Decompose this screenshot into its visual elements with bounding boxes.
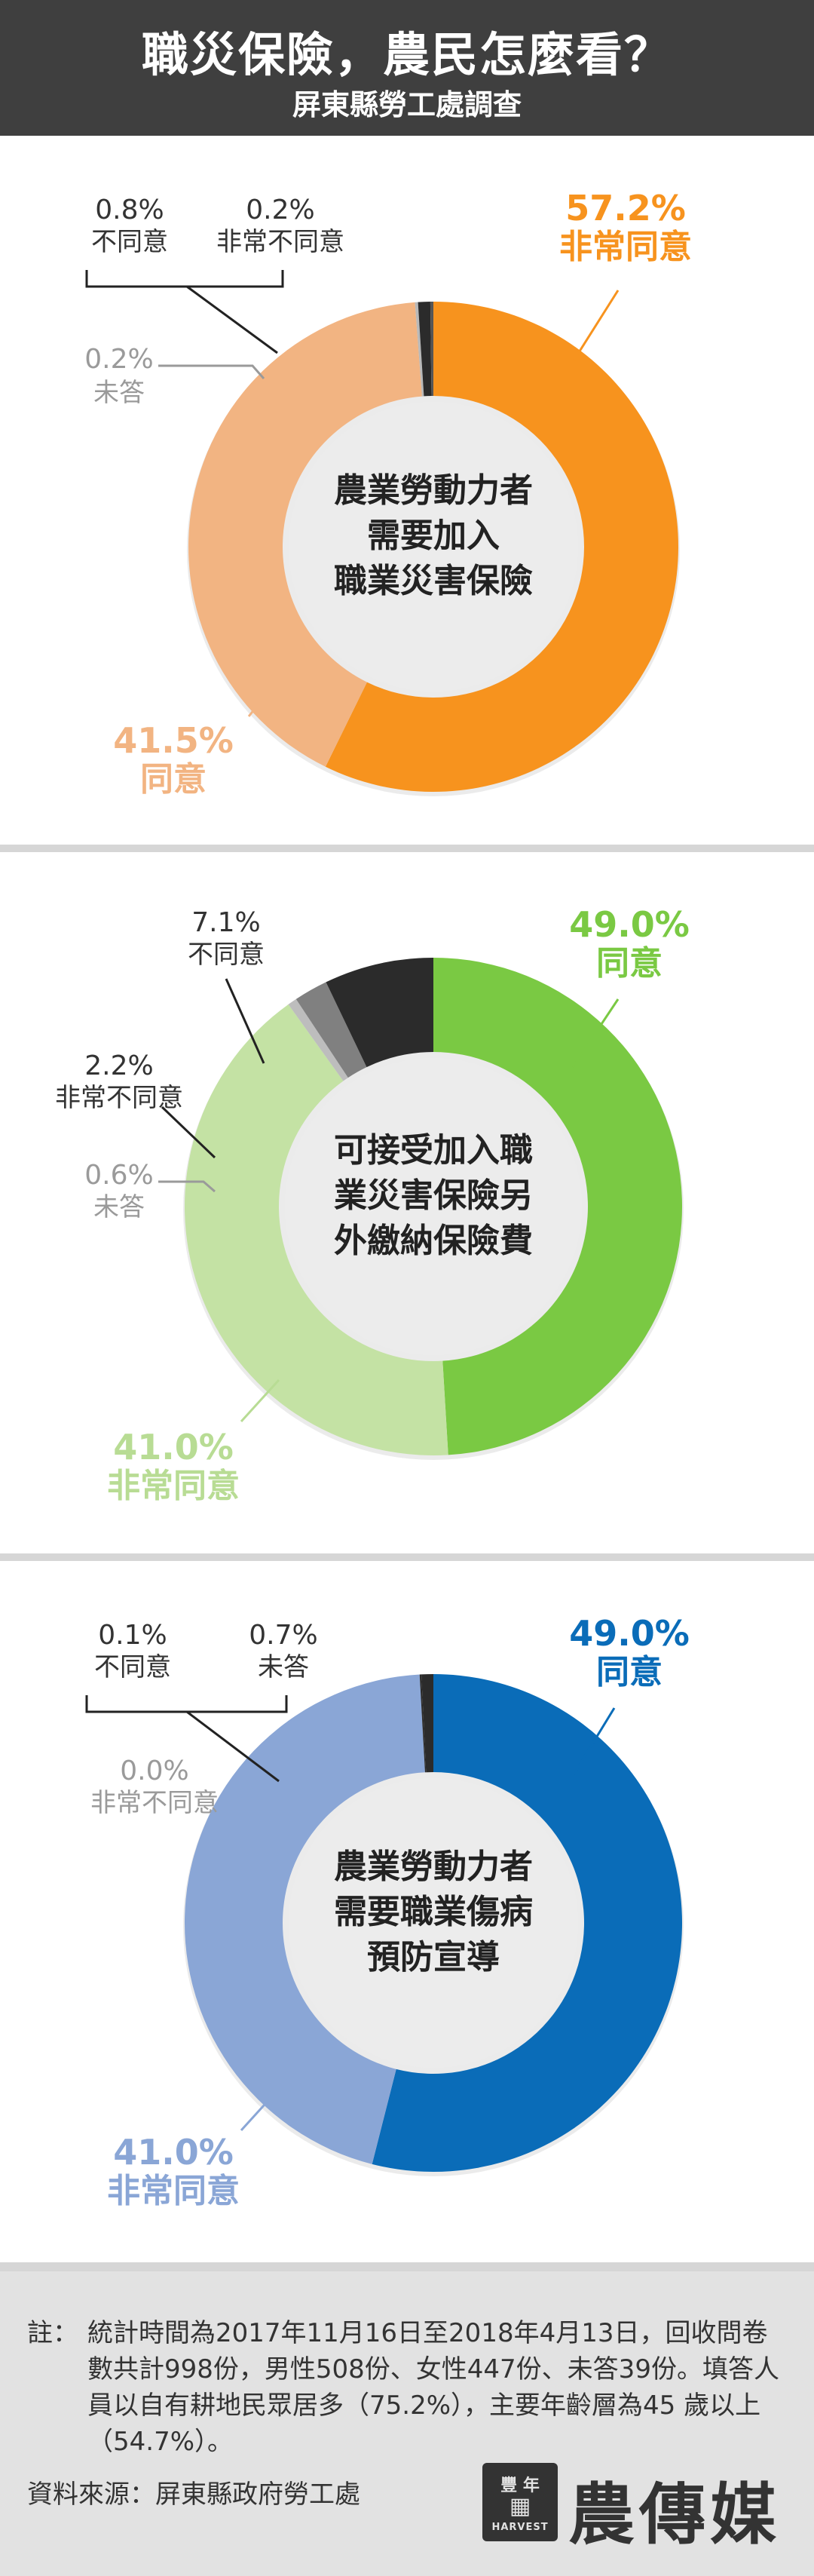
survey-note: 註： 統計時間為2017年11月16日至2018年4月13日，回收問卷數共計99… — [27, 2315, 788, 2460]
leader-line — [225, 978, 265, 1064]
slice-label-3: 未答 — [93, 1192, 145, 1222]
slice-value-4: 0.8% — [95, 195, 164, 225]
note-text: 統計時間為2017年11月16日至2018年4月13日，回收問卷數共計998份，… — [87, 2318, 779, 2457]
leader-line — [85, 1695, 288, 1713]
slice-value-3: 0.6% — [84, 1160, 153, 1191]
slice-value-1: 49.0% — [569, 904, 690, 945]
center-label-line-3: 外繳納保險費 — [334, 1222, 533, 1260]
donut-center — [285, 1058, 582, 1355]
leader-line — [240, 2087, 280, 2132]
center-label-line-3: 職業災害保險 — [334, 562, 533, 600]
slice-label-1: 同意 — [596, 1653, 663, 1691]
leader-line — [240, 1378, 280, 1423]
slice-value-1: 49.0% — [569, 1613, 690, 1654]
slice-value-5: 7.1% — [191, 907, 260, 938]
donut-slice-5 — [421, 1674, 433, 1773]
brand-name: 農傳媒 — [568, 2475, 782, 2553]
brand-logo: 豐 年 ▦ HARVEST 農傳媒 — [482, 2458, 799, 2553]
slice-value-1: 57.2% — [565, 188, 686, 228]
center-label-line-3: 預防宣導 — [367, 1938, 500, 1976]
slice-label-2: 非常同意 — [107, 1467, 240, 1505]
center-label-line-2: 需要職業傷病 — [334, 1893, 533, 1931]
donut-slice-1 — [433, 958, 683, 1455]
slice-label-3: 未答 — [93, 378, 145, 408]
slice-label-5: 未答 — [258, 1652, 309, 1682]
leader-line — [158, 1180, 216, 1193]
slice-label-2: 非常同意 — [107, 2172, 240, 2210]
emblem-mid-glyph: ▦ — [509, 2493, 531, 2519]
leader-line — [85, 270, 284, 288]
slice-value-2: 41.0% — [113, 2132, 234, 2173]
donut-slice-4 — [418, 302, 432, 397]
header-banner: 職災保險，農民怎麼看？ 屏東縣勞工處調查 — [0, 0, 814, 136]
donut-slice-2 — [188, 302, 422, 767]
slice-label-1: 非常同意 — [559, 228, 692, 266]
harvest-emblem-icon: 豐 年 ▦ HARVEST — [482, 2463, 558, 2541]
leader-line — [571, 290, 620, 363]
chart-panel-2: 可接受加入職 業災害保險另 外繳納保險費 49.0% 同意 41.0% 非常同意 0.6% 未答… — [0, 852, 814, 1553]
emblem-bottom-text: HARVEST — [491, 2522, 549, 2533]
footer: 註： 統計時間為2017年11月16日至2018年4月13日，回收問卷數共計99… — [0, 2271, 814, 2576]
slice-label-4: 不同意 — [94, 1652, 171, 1682]
donut-slice-5 — [430, 302, 433, 397]
donut-slice-4 — [419, 1674, 427, 1773]
slice-label-1: 同意 — [596, 944, 663, 983]
leader-line — [571, 998, 620, 1068]
donut-slice-3 — [288, 998, 348, 1081]
leader-line — [161, 1106, 216, 1159]
leader-line — [158, 364, 265, 379]
slice-value-3: 0.0% — [120, 1756, 188, 1786]
donut-slice-2 — [185, 1004, 448, 1455]
data-source: 資料來源：屏東縣政府勞工處 — [27, 2479, 360, 2510]
leader-line — [247, 678, 280, 717]
slice-label-5: 非常不同意 — [216, 227, 344, 257]
center-label-line-2: 需要加入 — [367, 517, 500, 555]
leader-line — [571, 1707, 616, 1777]
slice-value-2: 41.0% — [113, 1427, 234, 1467]
leader-line — [186, 1710, 280, 1783]
slice-label-3: 非常不同意 — [90, 1788, 219, 1818]
slice-label-4: 不同意 — [91, 227, 168, 257]
center-label-line-2: 業災害保險另 — [334, 1176, 533, 1215]
slice-value-5: 0.2% — [246, 195, 314, 225]
slice-label-2: 同意 — [140, 760, 207, 799]
donut-center — [289, 1778, 578, 2068]
donut-chart-1: 農業勞動力者需要加入職業災害保險57.2%非常同意41.5%同意0.2%未答0.… — [84, 188, 692, 799]
slice-value-4: 0.1% — [98, 1620, 167, 1651]
center-label-line-1: 可接受加入職 — [334, 1131, 533, 1170]
note-label: 註： — [27, 2318, 78, 2348]
page-subtitle: 屏東縣勞工處調查 — [292, 88, 522, 121]
donut-slice-2 — [185, 1674, 425, 2164]
donut-slice-1 — [325, 302, 678, 792]
center-label-line-1: 農業勞動力者 — [334, 471, 533, 510]
leader-line — [186, 285, 278, 354]
chart-panel-1: 農業勞動力者 需要加入 職業災害保險 57.2% 非常同意 41.5% 同意 0.2% 未答 0.… — [0, 136, 814, 845]
donut-slice-5 — [326, 958, 433, 1068]
donut-slice-1 — [372, 1674, 683, 2172]
page-title: 職災保險，農民怎麼看？ — [141, 27, 672, 82]
slice-value-5: 0.7% — [249, 1620, 317, 1651]
donut-center — [289, 402, 578, 692]
chart-panel-3: 農業勞動力者 需要職業傷病 預防宣導 49.0% 同意 41.0% 非常同意 0.0% 非常不同… — [0, 1561, 814, 2262]
slice-value-3: 0.2% — [84, 344, 153, 375]
slice-value-2: 41.5% — [113, 720, 234, 761]
slice-value-4: 2.2% — [84, 1050, 153, 1081]
center-label-line-1: 農業勞動力者 — [334, 1848, 533, 1886]
emblem-top-text: 豐 年 — [500, 2476, 540, 2495]
donut-slice-3 — [415, 302, 424, 397]
donut-slice-4 — [295, 982, 367, 1078]
slice-label-4: 非常不同意 — [55, 1083, 183, 1113]
slice-label-5: 不同意 — [188, 940, 265, 970]
